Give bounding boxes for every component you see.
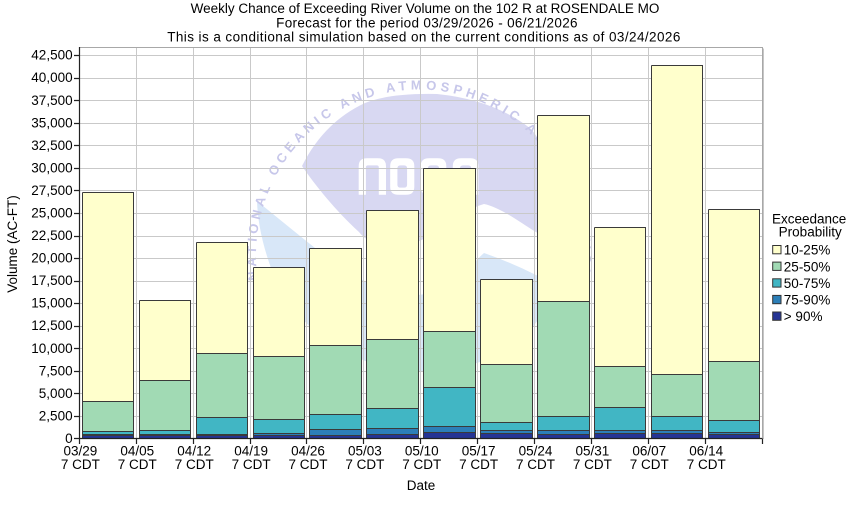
svg-text:04/05: 04/05	[120, 443, 154, 458]
svg-text:Date: Date	[407, 478, 436, 493]
svg-text:04/19: 04/19	[234, 443, 268, 458]
svg-text:7 CDT: 7 CDT	[288, 457, 327, 472]
svg-text:05/10: 05/10	[405, 443, 439, 458]
svg-text:05/03: 05/03	[348, 443, 382, 458]
svg-text:15,000: 15,000	[31, 296, 72, 311]
svg-text:7 CDT: 7 CDT	[345, 457, 384, 472]
svg-text:7 CDT: 7 CDT	[687, 457, 726, 472]
svg-text:75-90%: 75-90%	[784, 293, 831, 308]
svg-text:Probability: Probability	[779, 225, 842, 240]
svg-text:Volume (AC-FT): Volume (AC-FT)	[5, 195, 20, 293]
svg-text:17,500: 17,500	[31, 273, 72, 288]
svg-text:This is a conditional simulati: This is a conditional simulation based o…	[167, 30, 681, 45]
svg-text:10-25%: 10-25%	[784, 243, 831, 258]
svg-text:7,500: 7,500	[39, 363, 73, 378]
svg-text:42,500: 42,500	[31, 48, 72, 63]
svg-text:04/12: 04/12	[177, 443, 211, 458]
svg-text:Exceedance: Exceedance	[772, 212, 846, 227]
svg-text:7 CDT: 7 CDT	[459, 457, 498, 472]
svg-text:7 CDT: 7 CDT	[516, 457, 555, 472]
svg-text:40,000: 40,000	[31, 70, 72, 85]
svg-text:2,500: 2,500	[39, 408, 73, 423]
svg-text:20,000: 20,000	[31, 251, 72, 266]
svg-text:32,500: 32,500	[31, 138, 72, 153]
svg-text:06/07: 06/07	[632, 443, 666, 458]
svg-text:7 CDT: 7 CDT	[573, 457, 612, 472]
svg-text:> 90%: > 90%	[784, 309, 823, 324]
svg-text:50-75%: 50-75%	[784, 276, 831, 291]
svg-text:7 CDT: 7 CDT	[118, 457, 157, 472]
svg-text:30,000: 30,000	[31, 160, 72, 175]
svg-text:0: 0	[65, 431, 73, 446]
svg-text:Weekly Chance of Exceeding Riv: Weekly Chance of Exceeding River Volume …	[191, 1, 660, 16]
svg-text:37,500: 37,500	[31, 93, 72, 108]
svg-text:05/17: 05/17	[462, 443, 496, 458]
svg-text:7 CDT: 7 CDT	[630, 457, 669, 472]
svg-text:10,000: 10,000	[31, 341, 72, 356]
svg-text:12,500: 12,500	[31, 318, 72, 333]
svg-text:25-50%: 25-50%	[784, 259, 831, 274]
svg-text:Forecast for the period 03/29/: Forecast for the period 03/29/2026 - 06/…	[276, 15, 578, 30]
svg-text:25,000: 25,000	[31, 206, 72, 221]
svg-text:7 CDT: 7 CDT	[402, 457, 441, 472]
svg-text:04/26: 04/26	[291, 443, 325, 458]
svg-text:5,000: 5,000	[39, 386, 73, 401]
svg-text:06/14: 06/14	[689, 443, 723, 458]
svg-text:7 CDT: 7 CDT	[232, 457, 271, 472]
svg-text:03/29: 03/29	[64, 443, 98, 458]
svg-text:05/31: 05/31	[576, 443, 610, 458]
svg-text:22,500: 22,500	[31, 228, 72, 243]
svg-text:7 CDT: 7 CDT	[175, 457, 214, 472]
svg-text:27,500: 27,500	[31, 183, 72, 198]
svg-text:05/24: 05/24	[519, 443, 553, 458]
svg-text:35,000: 35,000	[31, 115, 72, 130]
svg-text:7 CDT: 7 CDT	[61, 457, 100, 472]
